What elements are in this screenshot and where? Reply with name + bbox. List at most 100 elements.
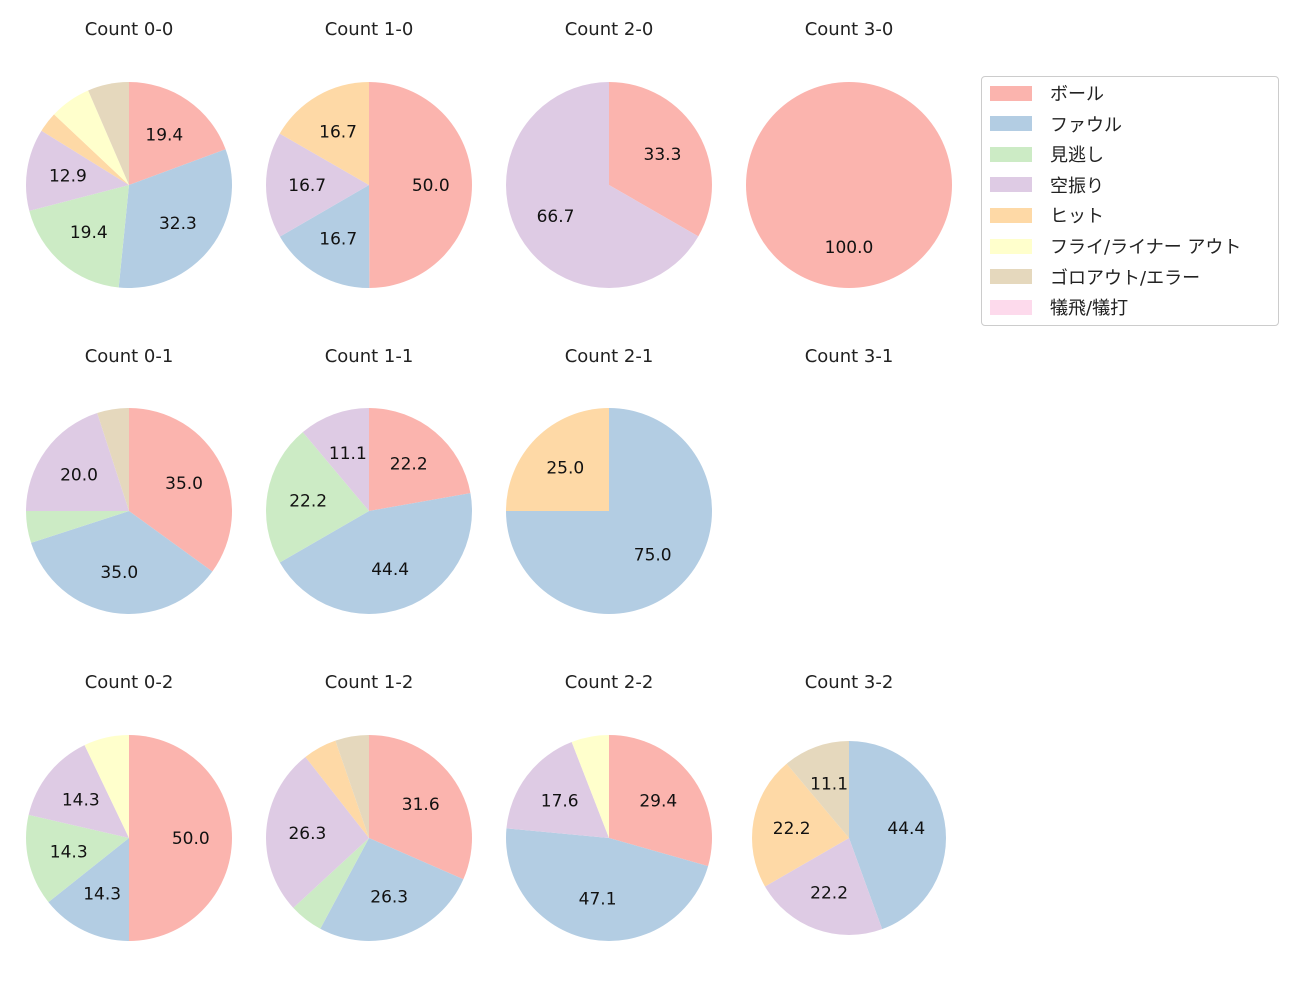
pie-slice-6 — [571, 735, 609, 838]
pie-slice-2 — [320, 838, 464, 942]
pie-slice-1 — [746, 82, 952, 288]
slice-label: 29.4 — [639, 792, 677, 812]
legend-label: フライ/ライナー アウト — [1050, 237, 1242, 258]
pie-slice-7 — [88, 82, 129, 185]
legend-label: ファウル — [1050, 114, 1122, 136]
legend-item: フライ/ライナー アウト — [990, 236, 1242, 258]
pie-slice-2 — [31, 511, 213, 614]
pie-slice-5 — [279, 82, 369, 185]
pie-slice-4 — [26, 130, 129, 211]
slice-label: 35.0 — [100, 563, 138, 583]
pie-slice-1 — [369, 408, 471, 511]
slice-label: 19.4 — [145, 125, 183, 145]
pie-title: Count 2-2 — [565, 672, 654, 693]
pie-slice-5 — [305, 740, 369, 838]
pie-title: Count 3-1 — [805, 346, 894, 367]
pie-slice-4 — [506, 82, 699, 288]
slice-label: 32.3 — [159, 214, 197, 234]
pie-slice-1 — [609, 735, 713, 867]
slice-label: 11.1 — [810, 774, 848, 794]
pie-slice-6 — [84, 735, 129, 838]
pie-slice-5 — [41, 114, 129, 185]
slice-label: 22.2 — [773, 819, 811, 839]
pie-slice-4 — [266, 133, 369, 237]
slice-label: 26.3 — [370, 887, 408, 907]
legend-item: ヒット — [990, 205, 1104, 228]
pie-slice-3 — [265, 432, 369, 563]
legend: ボールファウル見逃し空振りヒットフライ/ライナー アウト ゴロアウト/エラー 犠飛/… — [981, 76, 1279, 326]
slice-label: 44.4 — [887, 819, 925, 839]
pie-slice-2 — [506, 828, 709, 941]
legend-item: ゴロアウト/エラー — [990, 267, 1201, 289]
pie-slice-7 — [97, 408, 129, 511]
pie-slice-5 — [506, 408, 609, 511]
slice-label: 12.9 — [49, 167, 87, 187]
pie-slice-4 — [26, 413, 129, 511]
pie-slice-4 — [764, 838, 883, 935]
slice-label: 22.2 — [289, 491, 327, 511]
slice-label: 50.0 — [412, 176, 450, 196]
slice-label: 66.7 — [537, 207, 575, 227]
pie-slice-1 — [129, 735, 232, 941]
slice-label: 47.1 — [579, 890, 617, 910]
pie-slice-3 — [26, 511, 129, 543]
pie-slice-1 — [369, 82, 472, 288]
slice-label: 11.1 — [329, 444, 367, 464]
pie-title: Count 3-2 — [805, 672, 894, 693]
pie-slice-2 — [48, 838, 130, 941]
pie-slice-4 — [506, 741, 609, 838]
legend-swatch — [990, 85, 1032, 101]
pie-title: Count 0-0 — [85, 19, 174, 40]
pie-slice-2 — [279, 493, 473, 615]
pie-slice-1 — [609, 82, 712, 237]
slice-label: 50.0 — [172, 829, 210, 849]
slice-label: 26.3 — [288, 824, 326, 844]
slice-label: 14.3 — [83, 885, 121, 905]
pie-slice-3 — [293, 838, 369, 929]
slice-label: 22.2 — [390, 455, 428, 475]
slice-label: 19.4 — [70, 223, 108, 243]
legend-item: ボール — [990, 83, 1104, 105]
pie-slice-7 — [335, 735, 369, 838]
legend-label: ボール — [1050, 84, 1104, 105]
pie-slice-6 — [54, 90, 130, 185]
slice-label: 33.3 — [644, 145, 682, 165]
slice-label: 35.0 — [165, 474, 203, 494]
pie-slice-2 — [849, 741, 947, 930]
slice-label: 22.2 — [810, 884, 848, 904]
pie-title: Count 0-2 — [85, 672, 174, 693]
legend-label: ヒット — [1050, 206, 1104, 228]
legend-item: 犠飛/犠打 — [990, 297, 1129, 320]
pie-slice-2 — [118, 149, 232, 288]
slice-label: 16.7 — [319, 122, 357, 142]
legend-swatch — [990, 238, 1032, 254]
legend-label: 見逃し — [1050, 145, 1104, 167]
legend-label: 犠飛/犠打 — [1050, 298, 1129, 320]
slice-label: 25.0 — [546, 458, 584, 478]
pie-slice-1 — [129, 82, 226, 185]
pie-slice-2 — [279, 185, 370, 288]
legend-label: ゴロアウト/エラー — [1050, 267, 1201, 289]
legend-label: 空振り — [1050, 175, 1104, 197]
pie-title: Count 3-0 — [805, 19, 894, 40]
legend-swatch — [990, 146, 1032, 162]
pie-slice-4 — [28, 745, 129, 838]
slice-label: 100.0 — [825, 238, 874, 258]
pie-slice-1 — [129, 408, 232, 572]
legend-item: 空振り — [990, 175, 1104, 197]
legend-swatch — [990, 116, 1032, 132]
slice-label: 14.3 — [50, 843, 88, 863]
pie-title: Count 1-1 — [325, 346, 414, 367]
legend-swatch — [990, 269, 1032, 285]
legend-swatch — [990, 207, 1032, 223]
legend-swatch — [990, 299, 1032, 315]
slice-label: 75.0 — [634, 546, 672, 566]
pie-slice-4 — [302, 408, 369, 511]
pie-slice-3 — [29, 185, 129, 288]
pie-slice-4 — [266, 756, 369, 908]
legend-item: ファウル — [990, 114, 1122, 136]
pie-title: Count 2-0 — [565, 19, 654, 40]
pie-slice-5 — [752, 763, 849, 887]
pie-title: Count 2-1 — [565, 346, 654, 367]
